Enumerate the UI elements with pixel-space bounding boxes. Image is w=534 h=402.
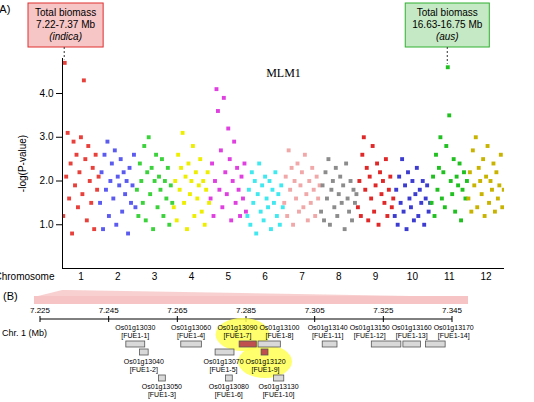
svg-text:4.0: 4.0 — [40, 88, 54, 99]
svg-text:[FUE1-1]: [FUE1-1] — [121, 332, 149, 340]
svg-text:Os01g13060: Os01g13060 — [171, 324, 211, 332]
svg-text:10: 10 — [407, 271, 419, 282]
svg-text:(indica): (indica) — [49, 31, 82, 42]
svg-text:2.0: 2.0 — [40, 175, 54, 186]
svg-text:4: 4 — [189, 271, 195, 282]
svg-text:9: 9 — [373, 271, 379, 282]
svg-text:[FUE1-9]: [FUE1-9] — [252, 366, 280, 374]
svg-text:[FUE1-14]: [FUE1-14] — [438, 332, 470, 340]
svg-text:(A): (A) — [0, 3, 10, 15]
svg-text:1: 1 — [78, 271, 84, 282]
svg-text:7.285: 7.285 — [236, 306, 257, 315]
svg-text:[FUE1-12]: [FUE1-12] — [354, 332, 386, 340]
svg-text:Os01g13080: Os01g13080 — [209, 383, 249, 391]
svg-text:Os01g13090: Os01g13090 — [217, 324, 257, 332]
svg-text:Os01g13130: Os01g13130 — [259, 383, 299, 391]
svg-text:3.0: 3.0 — [40, 131, 54, 142]
svg-text:[FUE1-5]: [FUE1-5] — [210, 366, 238, 374]
svg-text:7.225: 7.225 — [30, 306, 51, 315]
svg-text:(aus): (aus) — [436, 31, 459, 42]
svg-text:Chr. 1 (Mb): Chr. 1 (Mb) — [2, 328, 47, 338]
svg-text:Os01g13160: Os01g13160 — [392, 324, 432, 332]
svg-text:MLM1: MLM1 — [266, 66, 301, 80]
svg-text:Os01g13120: Os01g13120 — [245, 358, 285, 366]
svg-text:7.245: 7.245 — [99, 306, 120, 315]
svg-text:Os01g13140: Os01g13140 — [308, 324, 348, 332]
svg-text:1.0: 1.0 — [40, 219, 54, 230]
svg-text:7.305: 7.305 — [305, 306, 326, 315]
svg-text:Os01g13100: Os01g13100 — [259, 324, 299, 332]
svg-text:[FUE1-8]: [FUE1-8] — [265, 332, 293, 340]
svg-text:8: 8 — [336, 271, 342, 282]
svg-text:Os01g13170: Os01g13170 — [434, 324, 474, 332]
svg-text:7.22-7.37 Mb: 7.22-7.37 Mb — [36, 19, 95, 30]
svg-text:5: 5 — [225, 271, 231, 282]
svg-text:2: 2 — [115, 271, 121, 282]
svg-text:6: 6 — [262, 271, 268, 282]
svg-text:Os01g13030: Os01g13030 — [115, 324, 155, 332]
svg-text:7.345: 7.345 — [442, 306, 463, 315]
svg-text:[FUE1-7]: [FUE1-7] — [223, 332, 251, 340]
svg-text:16.63-16.75 Mb: 16.63-16.75 Mb — [412, 19, 482, 30]
svg-text:7.325: 7.325 — [373, 306, 394, 315]
svg-text:Os01g13050: Os01g13050 — [142, 383, 182, 391]
svg-text:Os01g13040: Os01g13040 — [124, 358, 164, 366]
svg-text:Os01g13150: Os01g13150 — [350, 324, 390, 332]
svg-text:7: 7 — [299, 271, 305, 282]
svg-text:-log(P-value): -log(P-value) — [17, 135, 28, 192]
svg-text:Os01g13070: Os01g13070 — [203, 358, 243, 366]
svg-text:(B): (B) — [3, 290, 18, 302]
svg-text:Total biomass: Total biomass — [35, 7, 96, 18]
svg-text:[FUE1-4]: [FUE1-4] — [177, 332, 205, 340]
svg-text:12: 12 — [481, 271, 493, 282]
svg-text:3: 3 — [152, 271, 158, 282]
svg-text:[FUE1-10]: [FUE1-10] — [263, 391, 295, 399]
svg-text:[FUE1-6]: [FUE1-6] — [215, 391, 243, 399]
svg-text:[FUE1-11]: [FUE1-11] — [312, 332, 343, 340]
svg-text:7.265: 7.265 — [167, 306, 188, 315]
svg-text:[FUE1-2]: [FUE1-2] — [130, 366, 158, 374]
svg-text:[FUE1-13]: [FUE1-13] — [396, 332, 428, 340]
svg-text:Chromosome: Chromosome — [0, 271, 55, 282]
svg-text:11: 11 — [444, 271, 455, 282]
svg-text:[FUE1-3]: [FUE1-3] — [148, 391, 176, 399]
svg-text:Total biomass: Total biomass — [417, 7, 478, 18]
